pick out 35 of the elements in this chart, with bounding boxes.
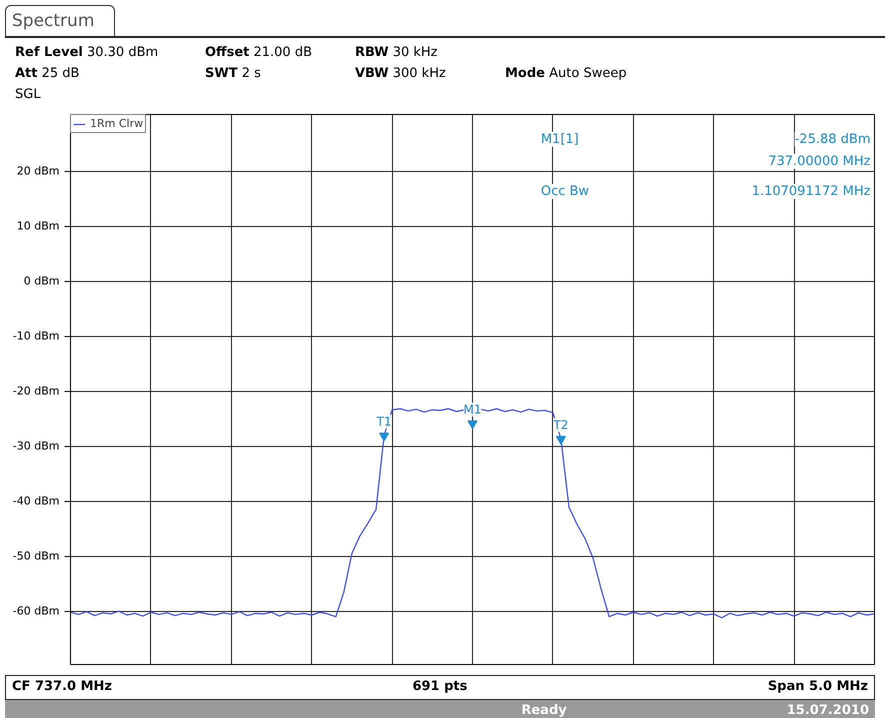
text: Ready (521, 702, 567, 718)
y-tick-label: -60 dBm (12, 604, 60, 618)
text: Mode Auto Sweep (505, 65, 628, 84)
text: RBW 30 kHz (355, 44, 438, 62)
annotation: 1.107091172 MHz (752, 184, 871, 199)
text: SGL (15, 87, 41, 102)
annotation: 737.00000 MHz (768, 154, 871, 169)
text: CF 737.0 MHz (12, 678, 112, 696)
text: Ref Level 30.30 dBm (15, 44, 160, 62)
y-tick-label: 10 dBm (16, 220, 60, 233)
y-tick-label: 20 dBm (16, 164, 60, 178)
text: Att 25 dB (15, 65, 80, 84)
point (556, 436, 566, 445)
y-tick-label: -10 dBm (12, 330, 60, 343)
data-label: T2 (552, 418, 568, 432)
point (379, 432, 390, 442)
text: VBW 300 kHz (355, 65, 447, 84)
y-tick-label: 0 dBm (24, 274, 60, 288)
annotation: Occ Bw (540, 184, 590, 199)
annotation: M1[1] (540, 132, 579, 147)
annotation: -25.88 dBm (794, 132, 870, 147)
y-tick-label: -50 dBm (12, 550, 60, 563)
text: 15.07.2010 (786, 702, 869, 718)
text: Offset 21.00 dB (205, 44, 314, 62)
text: SWT 2 s (205, 65, 262, 84)
point (468, 420, 478, 430)
text: Span 5.0 MHz (768, 678, 868, 696)
y-tick-label: -30 dBm (12, 440, 60, 453)
chart-title: Spectrum (5, 5, 116, 36)
y-tick-label: -40 dBm (12, 494, 60, 508)
legend-label: 1Rm Clrw (90, 117, 144, 130)
data-label: M1 (464, 402, 482, 416)
y-tick-label: -20 dBm (12, 384, 60, 398)
text: 691 pts (412, 678, 468, 696)
data-label: T1 (376, 414, 392, 429)
